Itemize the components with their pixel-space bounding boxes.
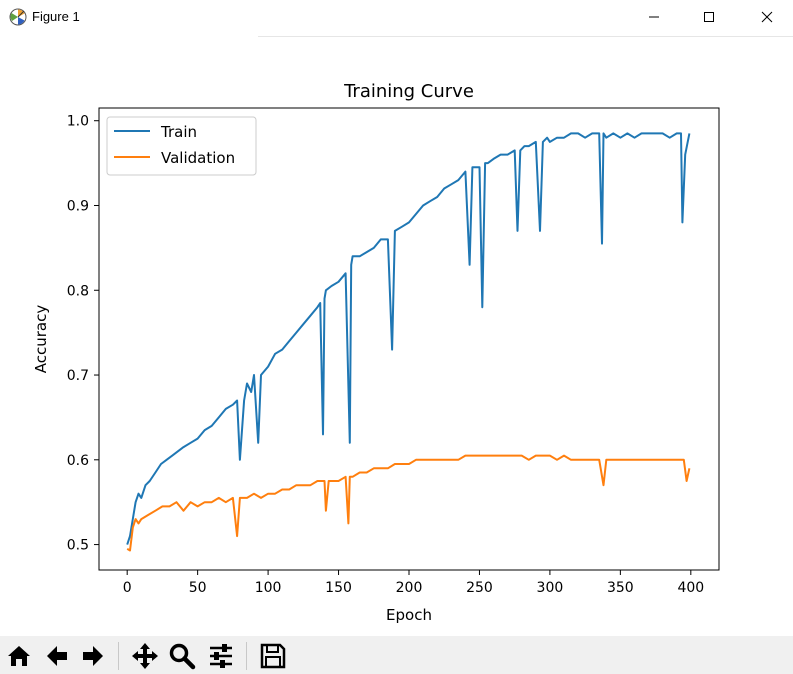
matplotlib-app-icon — [9, 8, 27, 26]
window-title: Figure 1 — [32, 9, 80, 24]
minimize-button[interactable] — [631, 0, 677, 34]
x-tick-label: 350 — [607, 580, 634, 596]
configure-subplots-icon — [210, 644, 232, 668]
x-tick-label: 50 — [189, 580, 207, 596]
titlebar-divider — [258, 36, 793, 37]
back-arrow-icon — [47, 646, 67, 666]
toolbar-separator — [246, 642, 247, 670]
minimize-icon — [649, 16, 659, 18]
x-axis: 0 50 100 150 200 250 300 350 400 — [123, 570, 704, 596]
legend: Train Validation — [106, 116, 257, 176]
y-tick-label: 0.5 — [67, 538, 89, 554]
home-icon — [8, 646, 30, 666]
maximize-button[interactable] — [686, 0, 732, 34]
close-icon — [761, 11, 773, 23]
pan-icon — [132, 643, 158, 669]
zoom-icon — [169, 643, 196, 670]
x-tick-label: 100 — [255, 580, 282, 596]
forward-arrow-icon — [83, 646, 103, 666]
pan-button[interactable] — [130, 641, 160, 671]
maximize-icon — [704, 12, 714, 22]
y-axis-label: Accuracy — [32, 305, 50, 374]
window-titlebar: Figure 1 — [0, 0, 793, 37]
x-axis-label: Epoch — [386, 606, 432, 624]
y-axis: 0.5 0.6 0.7 0.8 0.9 1.0 — [67, 114, 99, 554]
x-tick-label: 400 — [677, 580, 704, 596]
y-tick-label: 0.9 — [67, 198, 89, 214]
save-button[interactable] — [258, 641, 288, 671]
y-tick-label: 0.7 — [67, 368, 89, 384]
x-tick-label: 200 — [396, 580, 423, 596]
axes-frame — [98, 107, 720, 571]
series-line-train — [126, 132, 691, 545]
close-button[interactable] — [744, 0, 790, 34]
home-button[interactable] — [4, 641, 34, 671]
forward-button[interactable] — [78, 641, 108, 671]
chart-title: Training Curve — [343, 81, 474, 102]
save-icon — [260, 643, 286, 669]
back-button[interactable] — [42, 641, 72, 671]
navigation-toolbar — [0, 636, 793, 674]
y-tick-label: 0.8 — [67, 283, 89, 299]
x-tick-label: 250 — [466, 580, 493, 596]
chart-figure[interactable]: Training Curve 0 50 100 150 200 250 300 350 400 … — [0, 40, 793, 636]
x-tick-label: 0 — [123, 580, 132, 596]
plot-area — [126, 132, 691, 552]
toolbar-separator — [118, 642, 119, 670]
x-tick-label: 150 — [325, 580, 352, 596]
legend-label-train: Train — [160, 123, 197, 141]
configure-subplots-button[interactable] — [206, 641, 236, 671]
y-tick-label: 1.0 — [67, 114, 89, 130]
series-line-validation — [126, 454, 691, 552]
y-tick-label: 0.6 — [67, 453, 89, 469]
x-tick-label: 300 — [537, 580, 564, 596]
legend-label-validation: Validation — [161, 149, 235, 167]
zoom-button[interactable] — [167, 641, 197, 671]
